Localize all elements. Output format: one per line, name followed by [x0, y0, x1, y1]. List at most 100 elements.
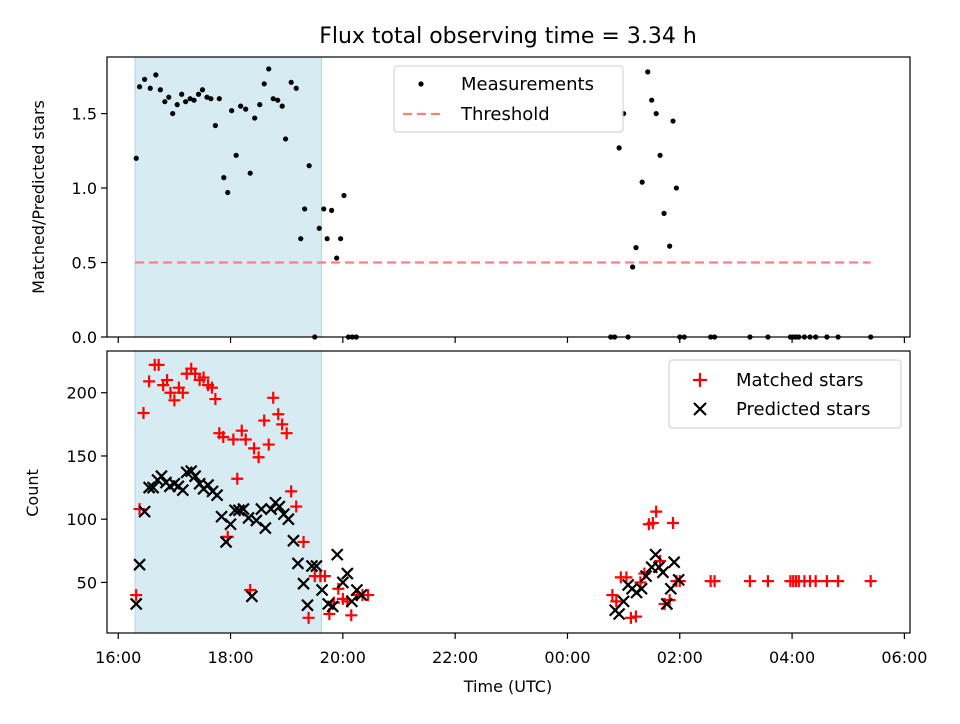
bottom-ytick-label: 50	[77, 573, 97, 592]
predicted-star-marker-35	[282, 512, 295, 526]
measurement-point-63	[661, 210, 667, 216]
matched-star-marker-36	[285, 485, 298, 498]
bottom-y-axis-label: Count	[23, 469, 42, 517]
matched-star-marker-0	[130, 589, 143, 602]
predicted-star-marker-30	[259, 521, 272, 535]
matched-star-marker-62	[650, 505, 663, 518]
matched-star-marker-51	[362, 589, 375, 602]
measurement-point-60	[649, 97, 655, 103]
measurement-point-33	[279, 103, 285, 109]
legend-matched-label: Matched stars	[736, 370, 863, 391]
matched-star-marker-82	[864, 575, 877, 588]
matched-star-marker-5	[152, 358, 165, 371]
matched-star-marker-11	[176, 386, 189, 399]
measurement-point-46	[338, 236, 344, 242]
predicted-star-marker-40	[305, 559, 319, 573]
predicted-star-marker-42	[315, 583, 329, 597]
measurement-point-9	[174, 102, 180, 108]
matched-star-marker-8	[164, 386, 177, 399]
predicted-star-marker-2	[138, 505, 151, 518]
matched-star-marker-57	[629, 610, 642, 623]
predicted-star-marker-63	[660, 597, 674, 611]
xtick-label: 06:00	[881, 648, 927, 667]
top-ytick-label: 0.5	[72, 254, 97, 273]
predicted-star-marker-6	[155, 469, 168, 483]
legend-measurement-marker	[418, 81, 424, 87]
measurement-point-42	[321, 206, 327, 212]
matched-star-marker-53	[610, 595, 623, 608]
matched-star-marker-25	[235, 424, 248, 437]
matched-star-marker-42	[318, 570, 331, 583]
matched-star-marker-21	[217, 430, 230, 443]
predicted-star-marker-57	[635, 582, 648, 596]
bottom-y-ticks: 50 100 150 200	[66, 384, 107, 592]
predicted-star-marker-41	[310, 559, 323, 573]
bottom-legend-box	[668, 359, 902, 429]
top-x-ticks	[117, 337, 905, 343]
xtick-label: 22:00	[432, 648, 478, 667]
predicted-star-marker-29	[255, 502, 268, 516]
legend-predicted-label: Predicted stars	[736, 399, 870, 420]
predicted-star-marker-58	[639, 569, 653, 583]
predicted-star-marker-12	[180, 466, 194, 479]
predicted-star-marker-46	[336, 576, 350, 589]
top-y-ticks: 0.0 0.5 1.0 1.5	[72, 105, 107, 347]
predicted-star-marker-26	[242, 511, 255, 525]
measurement-point-58	[639, 179, 645, 185]
top-observing-span	[134, 56, 323, 338]
measurement-point-36	[293, 85, 299, 91]
measurement-point-66	[673, 185, 680, 191]
measurement-point-24	[238, 103, 244, 109]
top-axes-frame	[106, 56, 911, 338]
measurement-point-6	[162, 99, 168, 105]
predicted-star-marker-14	[188, 469, 202, 483]
matched-star-marker-33	[272, 408, 285, 421]
measurement-point-17	[208, 96, 214, 102]
matched-star-marker-9	[168, 394, 181, 407]
predicted-star-marker-21	[219, 535, 233, 549]
measurement-point-30	[266, 66, 272, 72]
predicted-star-marker-48	[345, 595, 359, 608]
measurement-point-59	[645, 69, 651, 75]
measurement-point-38	[302, 206, 308, 212]
matched-star-marker-29	[252, 451, 265, 464]
measurement-point-41	[316, 225, 322, 231]
predicted-star-marker-62	[656, 566, 670, 579]
bottom-ytick-label: 200	[66, 384, 97, 403]
measurement-point-12	[187, 96, 193, 102]
matched-star-marker-3	[143, 375, 156, 388]
x-axis-label: Time (UTC)	[463, 677, 552, 696]
measurement-point-4	[153, 72, 159, 78]
matched-star-marker-14	[189, 367, 202, 380]
matched-star-marker-18	[206, 381, 219, 394]
measurement-point-11	[183, 99, 189, 105]
top-panel: 0.0 0.5 1.0 1.5 Matched/Predicted stars Mea…	[29, 56, 911, 347]
measurement-point-15	[199, 87, 206, 93]
top-ytick-label: 1.0	[72, 179, 97, 198]
predicted-star-marker-36	[287, 534, 300, 547]
measurement-point-18	[212, 122, 218, 129]
measurement-point-39	[306, 163, 312, 169]
predicted-star-marker-45	[330, 548, 344, 561]
measurement-point-19	[216, 96, 222, 102]
measurement-point-29	[261, 81, 267, 87]
measurement-point-45	[334, 255, 340, 261]
measurement-point-7	[166, 94, 172, 100]
matched-star-marker-39	[302, 611, 315, 624]
matched-star-marker-34	[276, 418, 289, 431]
matched-star-marker-55	[620, 571, 633, 584]
top-y-axis-label: Matched/Predicted stars	[29, 100, 48, 294]
predicted-star-marker-25	[237, 502, 250, 516]
matched-star-marker-48	[345, 609, 358, 622]
measurement-point-37	[298, 236, 304, 242]
matched-star-marker-61	[646, 516, 659, 529]
measurement-point-0	[133, 155, 139, 161]
predicted-star-marker-53	[617, 595, 630, 608]
matched-star-marker-72	[761, 575, 774, 588]
chart-title: Flux total observing time = 3.34 h	[319, 24, 697, 49]
xtick-label: 16:00	[95, 648, 141, 667]
measurement-point-27	[252, 115, 258, 121]
matched-star-marker-37	[290, 500, 303, 513]
predicted-star-marker-47	[341, 567, 354, 580]
